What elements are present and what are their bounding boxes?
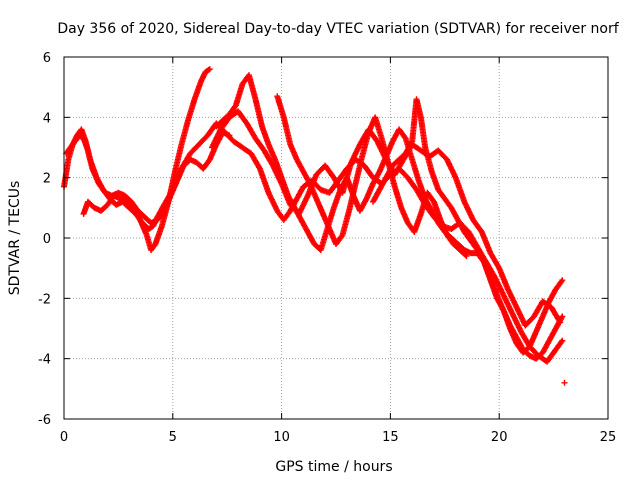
- y-tick-label: 2: [43, 172, 51, 187]
- data-point: [463, 253, 470, 260]
- x-axis-label: GPS time / hours: [275, 459, 392, 475]
- data-point: [558, 338, 565, 345]
- y-tick-label: 0: [43, 232, 51, 247]
- y-tick-label: 4: [43, 111, 51, 126]
- data-point: [205, 66, 212, 73]
- y-tick-label: -2: [38, 292, 51, 307]
- data-point: [226, 132, 233, 139]
- x-tick-label: 0: [60, 430, 68, 445]
- y-tick-label: -6: [38, 413, 51, 428]
- x-tick-label: 25: [600, 430, 617, 445]
- y-axis-label: SDTVAR / TECUs: [7, 181, 23, 296]
- data-point: [559, 337, 566, 344]
- data-point: [206, 66, 213, 73]
- chart-title: Day 356 of 2020, Sidereal Day-to-day VTE…: [57, 21, 619, 37]
- data-point: [561, 379, 568, 386]
- axis-ticks: 0 5 10 15 20 25 -6 -4 -2 0 2 4 6: [38, 51, 616, 445]
- data-point: [559, 277, 566, 284]
- data-point: [558, 278, 565, 285]
- y-tick-label: -4: [38, 353, 51, 368]
- x-tick-label: 10: [273, 430, 290, 445]
- x-tick-label: 20: [491, 430, 508, 445]
- y-tick-label: 6: [43, 51, 51, 66]
- x-tick-label: 15: [382, 430, 399, 445]
- data-points: [61, 66, 568, 386]
- data-point: [559, 313, 566, 320]
- data-point: [462, 252, 469, 259]
- x-tick-label: 5: [169, 430, 177, 445]
